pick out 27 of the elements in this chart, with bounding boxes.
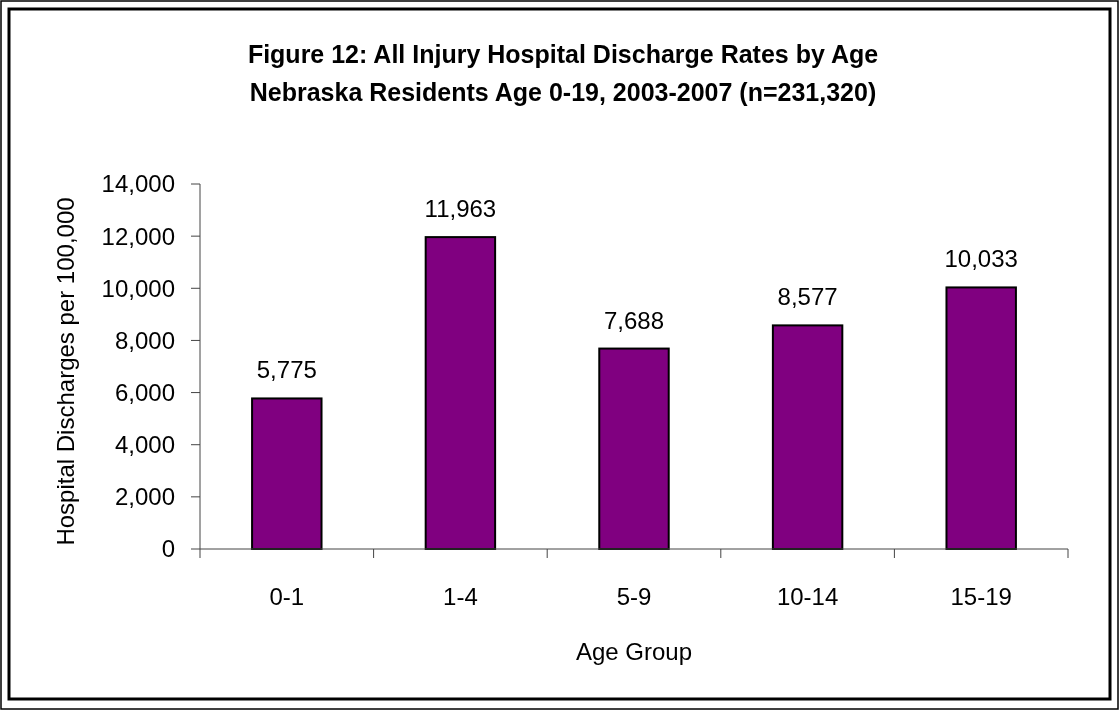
y-tick-label: 4,000 (114, 431, 175, 459)
y-tick-label: 10,000 (101, 274, 175, 302)
chart-subtitle: Nebraska Residents Age 0-19, 2003-2007 (n=231,320) (249, 78, 877, 106)
x-tick-label: 1-4 (443, 583, 478, 610)
y-tick-label: 2,000 (114, 483, 175, 511)
y-tick-label: 14,000 (101, 170, 175, 198)
bar (598, 347, 670, 550)
y-tick-label: 8,000 (114, 326, 175, 354)
x-tick-label: 10-14 (776, 583, 839, 610)
bar (424, 236, 497, 550)
data-label: 10,033 (944, 245, 1018, 273)
data-label: 5,775 (256, 356, 317, 384)
x-axis-title: Age Group (575, 638, 693, 665)
data-label: 7,688 (603, 306, 665, 334)
bar (945, 286, 1017, 550)
data-label: 8,577 (777, 283, 838, 311)
bar (251, 397, 323, 550)
y-tick-label: 6,000 (114, 378, 175, 406)
x-tick-label: 5-9 (616, 583, 652, 610)
y-axis-title: Hospital Discharges per 100,000 (52, 197, 79, 546)
y-tick-label: 12,000 (101, 222, 175, 250)
chart-title: Figure 12: All Injury Hospital Discharge Rates by Age (247, 40, 879, 68)
y-tick-label: 0 (161, 535, 175, 563)
bar (771, 324, 844, 550)
x-tick-label: 15-19 (950, 583, 1012, 610)
data-label: 11,963 (424, 195, 497, 223)
x-tick-label: 0-1 (269, 583, 305, 610)
